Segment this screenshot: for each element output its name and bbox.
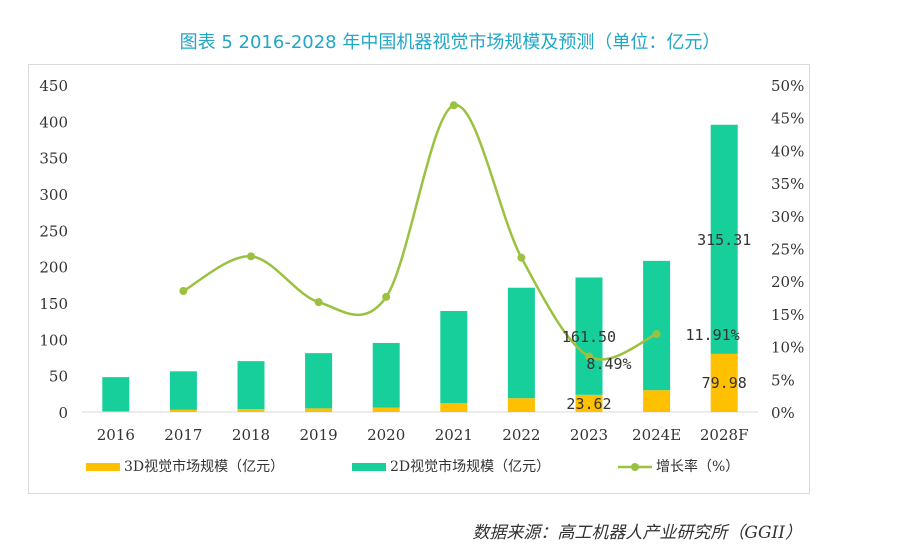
y-right-tick-label: 5% xyxy=(771,371,795,389)
x-tick-label: 2019 xyxy=(300,426,338,444)
legend-swatch-3d xyxy=(86,463,120,471)
legend-swatch-growth xyxy=(618,463,652,471)
bar-2d xyxy=(575,277,603,395)
y-right-tick-label: 25% xyxy=(771,241,804,259)
x-tick-label: 2018 xyxy=(232,426,270,444)
x-tick-label: 2022 xyxy=(502,426,540,444)
y-left-tick-label: 350 xyxy=(39,150,68,168)
bar-3d xyxy=(575,394,603,412)
data-label-growth-2024: 11.91% xyxy=(686,326,740,344)
x-tick-label: 2017 xyxy=(164,426,202,444)
x-tick-label: 2028F xyxy=(700,426,749,444)
bar-3d xyxy=(372,407,400,412)
growth-point xyxy=(449,101,458,110)
data-source-note: 数据来源：高工机器人产业研究所（GGII） xyxy=(472,523,802,543)
bar-2d xyxy=(643,260,671,391)
y-left-tick-label: 200 xyxy=(39,259,68,277)
legend-item-growth: 增长率（%） xyxy=(618,456,739,476)
x-tick-label: 2020 xyxy=(367,426,405,444)
bar-2d xyxy=(440,310,468,404)
growth-line xyxy=(182,104,658,361)
chart-title: 图表 5 2016-2028 年中国机器视觉市场规模及预测（单位：亿元） xyxy=(179,32,721,53)
y-left-tick-label: 50 xyxy=(49,368,68,386)
y-right-tick-label: 35% xyxy=(771,175,804,193)
y-right-tick-label: 40% xyxy=(771,142,804,160)
y-left-tick-label: 400 xyxy=(39,113,68,131)
growth-point xyxy=(517,253,526,262)
data-label-2d-2028: 315.31 xyxy=(697,231,751,249)
y-right-tick-label: 10% xyxy=(771,339,804,357)
bar-3d xyxy=(440,403,468,412)
legend-item-3d: 3D视觉市场规模（亿元） xyxy=(86,456,284,476)
bar-2d xyxy=(169,371,197,410)
y-right-tick-label: 45% xyxy=(771,110,804,128)
bar-3d xyxy=(643,390,671,412)
bar-2d xyxy=(237,361,265,410)
growth-point xyxy=(585,352,593,361)
bar-3d xyxy=(169,409,197,412)
x-tick-label: 2023 xyxy=(570,426,608,444)
data-label-growth-2023: 8.49% xyxy=(586,355,631,373)
y-left-tick-label: 150 xyxy=(39,295,68,313)
legend-item-2d: 2D视觉市场规模（亿元） xyxy=(352,456,550,476)
legend-label-growth: 增长率（%） xyxy=(656,459,740,475)
y-right-tick-label: 50% xyxy=(771,77,804,95)
legend-swatch-2d xyxy=(352,463,386,471)
y-right-tick-label: 20% xyxy=(771,273,804,291)
bar-2d xyxy=(372,342,400,408)
bar-3d xyxy=(102,411,130,412)
data-label-3d-2028: 79.98 xyxy=(702,374,747,392)
bar-2d xyxy=(710,124,738,354)
y-right-tick-label: 30% xyxy=(771,208,804,226)
legend-label-3d: 3D视觉市场规模（亿元） xyxy=(124,459,285,475)
data-label-3d-2023: 23.62 xyxy=(566,395,611,413)
growth-point xyxy=(247,252,255,261)
y-left-tick-label: 100 xyxy=(39,331,68,349)
growth-point xyxy=(382,292,391,301)
x-tick-label: 2016 xyxy=(97,426,135,444)
y-left-tick-label: 0 xyxy=(58,404,68,422)
bar-2d xyxy=(305,353,333,409)
y-right-tick-label: 15% xyxy=(771,306,804,324)
y-left-tick-label: 300 xyxy=(39,186,68,204)
y-left-tick-label: 250 xyxy=(39,222,68,240)
x-tick-label: 2024E xyxy=(632,426,681,444)
growth-point xyxy=(314,298,323,307)
bar-2d xyxy=(507,287,535,399)
y-left-tick-label: 450 xyxy=(39,77,68,95)
bar-3d xyxy=(507,398,535,412)
chart-frame xyxy=(28,64,810,494)
growth-point xyxy=(179,287,188,296)
growth-point xyxy=(652,330,661,339)
data-label-2d-2023: 161.50 xyxy=(562,328,616,346)
bar-3d xyxy=(710,353,738,412)
y-right-tick-label: 0% xyxy=(771,404,795,422)
x-tick-label: 2021 xyxy=(435,426,473,444)
bar-3d xyxy=(305,408,333,412)
legend-label-2d: 2D视觉市场规模（亿元） xyxy=(390,459,551,475)
bar-2d xyxy=(102,377,130,412)
bar-3d xyxy=(237,409,265,412)
